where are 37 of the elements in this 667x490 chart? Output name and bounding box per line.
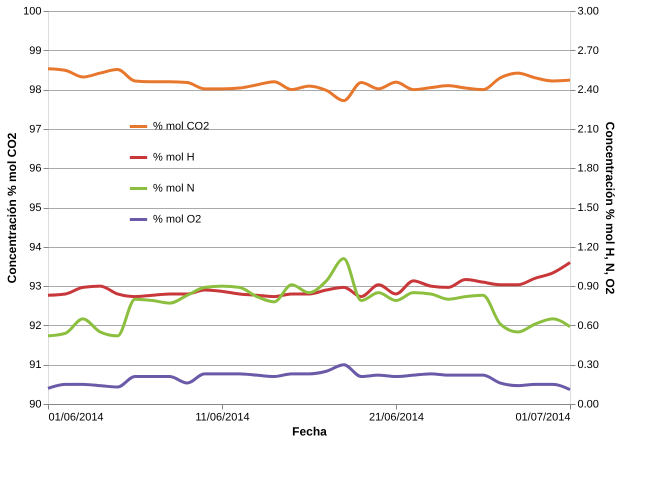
y-tick-label: 99 [29, 44, 42, 57]
y2-tick-label: 1.50 [578, 202, 599, 214]
x-tick-label: 01/06/2014 [48, 412, 104, 424]
x-tick-label: 01/07/2014 [515, 412, 570, 424]
y-axis-title: Concentración % mol CO2 [5, 132, 20, 284]
y-tick-label: 90 [29, 398, 42, 410]
y-tick-label: 93 [29, 280, 42, 293]
line-series [46, 67, 572, 102]
line-series [46, 261, 572, 298]
y2-tick-label: 2.70 [578, 44, 599, 57]
y2-tick-label: 0.60 [578, 320, 599, 332]
line-series [46, 257, 572, 338]
y2-tick-label: 3.00 [578, 6, 599, 18]
y-tick-label: 96 [29, 162, 42, 175]
x-tick-label: 11/06/2014 [195, 412, 250, 424]
y2-tick-label: 0.30 [578, 359, 599, 372]
legend-label: % mol CO2 [153, 120, 210, 132]
x-axis-title: Fecha [292, 424, 328, 438]
y-tick-label: 91 [29, 359, 42, 372]
y2-tick-label: 0.90 [578, 280, 599, 293]
legend-label: % mol H [153, 152, 195, 164]
y-tick-label: 94 [29, 241, 42, 254]
y2-tick-label: 1.80 [578, 162, 599, 175]
y2-axis-title: Concentración % mol H, N, O2 [602, 122, 617, 295]
y2-tick-label: 2.10 [578, 123, 599, 136]
y2-tick-label: 2.40 [578, 84, 599, 96]
y2-tick-label: 0.00 [578, 398, 599, 410]
y-tick-label: 97 [29, 123, 42, 136]
line-series [46, 363, 572, 392]
x-tick-label: 21/06/2014 [368, 412, 424, 424]
legend-label: % mol N [153, 182, 195, 194]
legend-label: % mol O2 [153, 214, 202, 226]
y-tick-label: 100 [23, 6, 42, 18]
y-tick-label: 95 [29, 202, 42, 214]
y-tick-label: 98 [29, 84, 42, 96]
y-tick-label: 92 [29, 320, 42, 332]
y2-tick-label: 1.20 [578, 241, 599, 254]
